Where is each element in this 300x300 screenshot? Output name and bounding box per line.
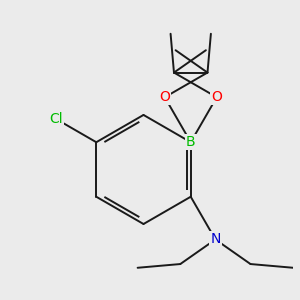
Text: O: O — [211, 90, 222, 104]
Text: Cl: Cl — [49, 112, 63, 126]
Text: O: O — [159, 90, 170, 104]
Text: B: B — [186, 135, 196, 149]
Text: N: N — [210, 232, 220, 247]
